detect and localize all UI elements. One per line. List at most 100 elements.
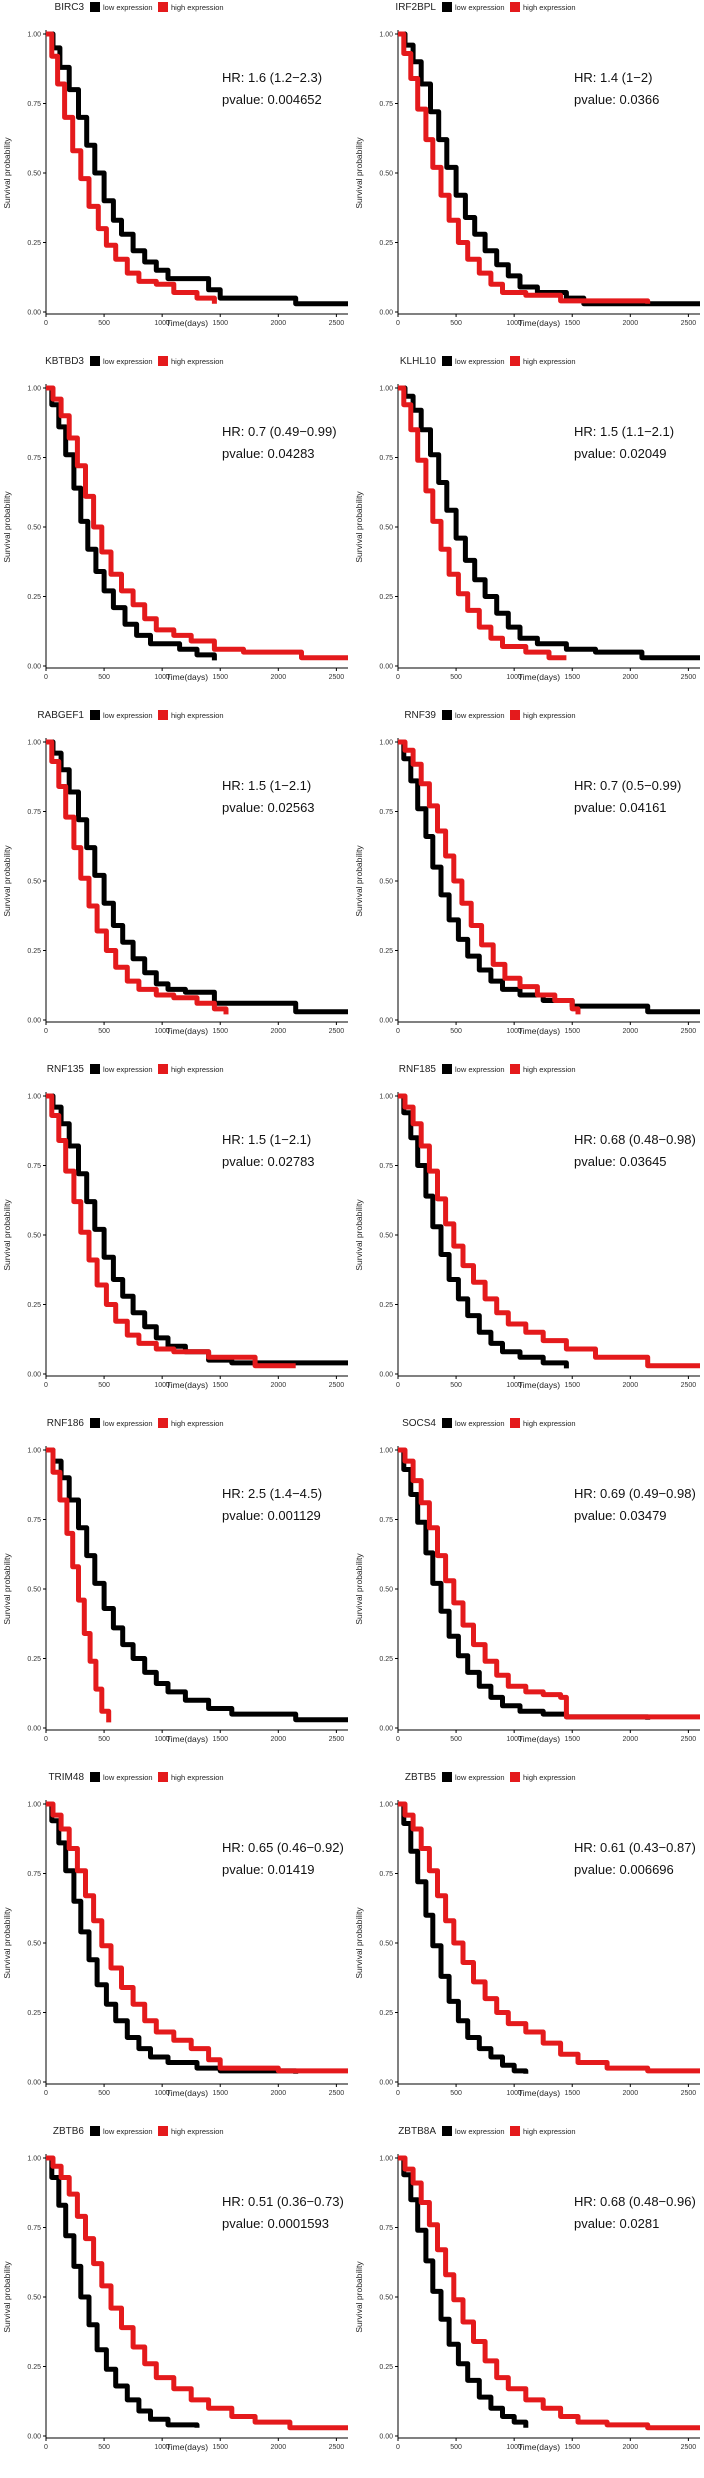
x-tick-label: 1000	[154, 1736, 170, 1743]
legend-swatch-high	[158, 356, 168, 366]
y-tick-label: 1.00	[27, 740, 41, 747]
x-tick-label: 500	[98, 1382, 110, 1389]
x-axis-title: Time(days)	[166, 1380, 208, 1390]
survival-curve-high-expression	[398, 1093, 700, 1369]
legend-label-high: high expression	[171, 1419, 224, 1428]
legend-label-low: low expression	[455, 3, 505, 12]
hazard-ratio-label: HR: 0.69 (0.49−0.98)	[574, 1486, 696, 1501]
x-tick-label: 1000	[154, 2090, 170, 2097]
x-tick-label: 2500	[329, 2444, 345, 2451]
x-tick-label: 1500	[212, 674, 228, 681]
legend-label-low: low expression	[455, 2127, 505, 2136]
pvalue-label: pvalue: 0.001129	[222, 1508, 321, 1523]
x-tick-label: 2000	[271, 1028, 287, 1035]
x-tick-label: 1500	[564, 320, 580, 327]
km-panel-kbtbd3: KBTBD3 low expression high expression0.000…	[2, 356, 348, 682]
gene-name-label: TRIM48	[48, 1772, 84, 1783]
y-axis-title: Survival probability	[2, 2261, 12, 2333]
km-panel-birc3: BIRC3 low expression high expression 0.00 0.…	[2, 2, 348, 328]
x-tick-label: 500	[450, 674, 462, 681]
gene-name-label: KLHL10	[400, 356, 437, 367]
survival-curve-high-expression	[398, 31, 651, 304]
x-tick-label: 1500	[212, 2444, 228, 2451]
x-axis-title: Time(days)	[166, 2088, 208, 2098]
y-tick-label: 0.00	[27, 2434, 41, 2441]
x-tick-label: 2500	[681, 320, 697, 327]
survival-curve-high-expression	[398, 2155, 700, 2431]
x-tick-label: 1000	[154, 320, 170, 327]
x-axis-title: Time(days)	[518, 1734, 560, 1744]
hazard-ratio-label: HR: 1.5 (1.1−2.1)	[574, 424, 674, 439]
legend-swatch-low	[90, 2, 100, 12]
x-tick-label: 2000	[623, 1736, 639, 1743]
pvalue-label: pvalue: 0.006696	[574, 1862, 674, 1877]
y-tick-label: 0.75	[27, 1871, 41, 1878]
legend-label-high: high expression	[523, 1419, 576, 1428]
x-tick-label: 500	[450, 1736, 462, 1743]
x-tick-label: 500	[98, 1028, 110, 1035]
y-tick-label: 1.00	[379, 386, 393, 393]
x-tick-label: 0	[396, 320, 400, 327]
x-tick-label: 0	[44, 674, 48, 681]
y-tick-label: 1.00	[379, 2156, 393, 2163]
hazard-ratio-label: HR: 1.5 (1−2.1)	[222, 1132, 311, 1147]
gene-name-label: ZBTB6	[53, 2126, 85, 2137]
y-tick-label: 0.75	[27, 2225, 41, 2232]
hazard-ratio-label: HR: 2.5 (1.4−4.5)	[222, 1486, 322, 1501]
y-tick-label: 0.00	[27, 1018, 41, 1025]
survival-curve-high-expression	[398, 739, 581, 1015]
x-tick-label: 2500	[681, 674, 697, 681]
y-tick-label: 0.25	[379, 240, 393, 247]
legend-swatch-high	[510, 356, 520, 366]
x-tick-label: 2500	[329, 1028, 345, 1035]
gene-name-label: SOCS4	[402, 1418, 436, 1429]
survival-curve-low-expression	[398, 385, 700, 661]
x-tick-label: 1000	[154, 1382, 170, 1389]
hazard-ratio-label: HR: 0.65 (0.46−0.92)	[222, 1840, 344, 1855]
legend-swatch-high	[158, 1772, 168, 1782]
gene-name-label: RABGEF1	[37, 710, 84, 721]
x-tick-label: 500	[98, 674, 110, 681]
legend-label-low: low expression	[103, 2127, 153, 2136]
y-tick-label: 0.50	[379, 879, 393, 886]
x-tick-label: 1500	[212, 1028, 228, 1035]
y-tick-label: 0.50	[27, 171, 41, 178]
y-tick-label: 0.75	[379, 455, 393, 462]
x-tick-label: 2000	[271, 1736, 287, 1743]
legend-swatch-low	[90, 1772, 100, 1782]
x-tick-label: 2500	[681, 1382, 697, 1389]
x-tick-label: 1000	[154, 2444, 170, 2451]
y-tick-label: 0.25	[379, 2364, 393, 2371]
y-tick-label: 0.75	[27, 1163, 41, 1170]
y-axis-title: Survival probability	[2, 845, 12, 917]
survival-curve-high-expression	[46, 385, 348, 661]
x-tick-label: 0	[396, 2090, 400, 2097]
x-tick-label: 1500	[212, 320, 228, 327]
x-axis-title: Time(days)	[518, 2088, 560, 2098]
survival-curve-low-expression	[46, 31, 348, 307]
legend-label-low: low expression	[455, 711, 505, 720]
y-tick-label: 0.50	[379, 1941, 393, 1948]
y-tick-label: 0.75	[379, 1517, 393, 1524]
y-tick-label: 0.75	[27, 101, 41, 108]
pvalue-label: pvalue: 0.0366	[574, 92, 659, 107]
x-tick-label: 0	[396, 1736, 400, 1743]
legend-swatch-high	[510, 1772, 520, 1782]
survival-curve-high-expression	[398, 1447, 700, 1720]
x-tick-label: 2000	[623, 320, 639, 327]
y-axis-title: Survival probability	[2, 1199, 12, 1271]
y-tick-label: 0.25	[27, 1656, 41, 1663]
pvalue-label: pvalue: 0.02783	[222, 1154, 315, 1169]
legend-swatch-low	[90, 1418, 100, 1428]
legend-label-low: low expression	[455, 1773, 505, 1782]
y-tick-label: 1.00	[379, 1094, 393, 1101]
km-panel-rnf185: RNF185 low expression high expression0.000…	[354, 1064, 700, 1390]
x-tick-label: 0	[44, 320, 48, 327]
survival-curve-high-expression	[46, 1801, 348, 2074]
y-tick-label: 1.00	[379, 32, 393, 39]
legend-swatch-low	[90, 710, 100, 720]
x-tick-label: 1500	[564, 1736, 580, 1743]
y-tick-label: 0.50	[27, 879, 41, 886]
y-tick-label: 0.75	[379, 101, 393, 108]
y-tick-label: 0.50	[379, 2295, 393, 2302]
